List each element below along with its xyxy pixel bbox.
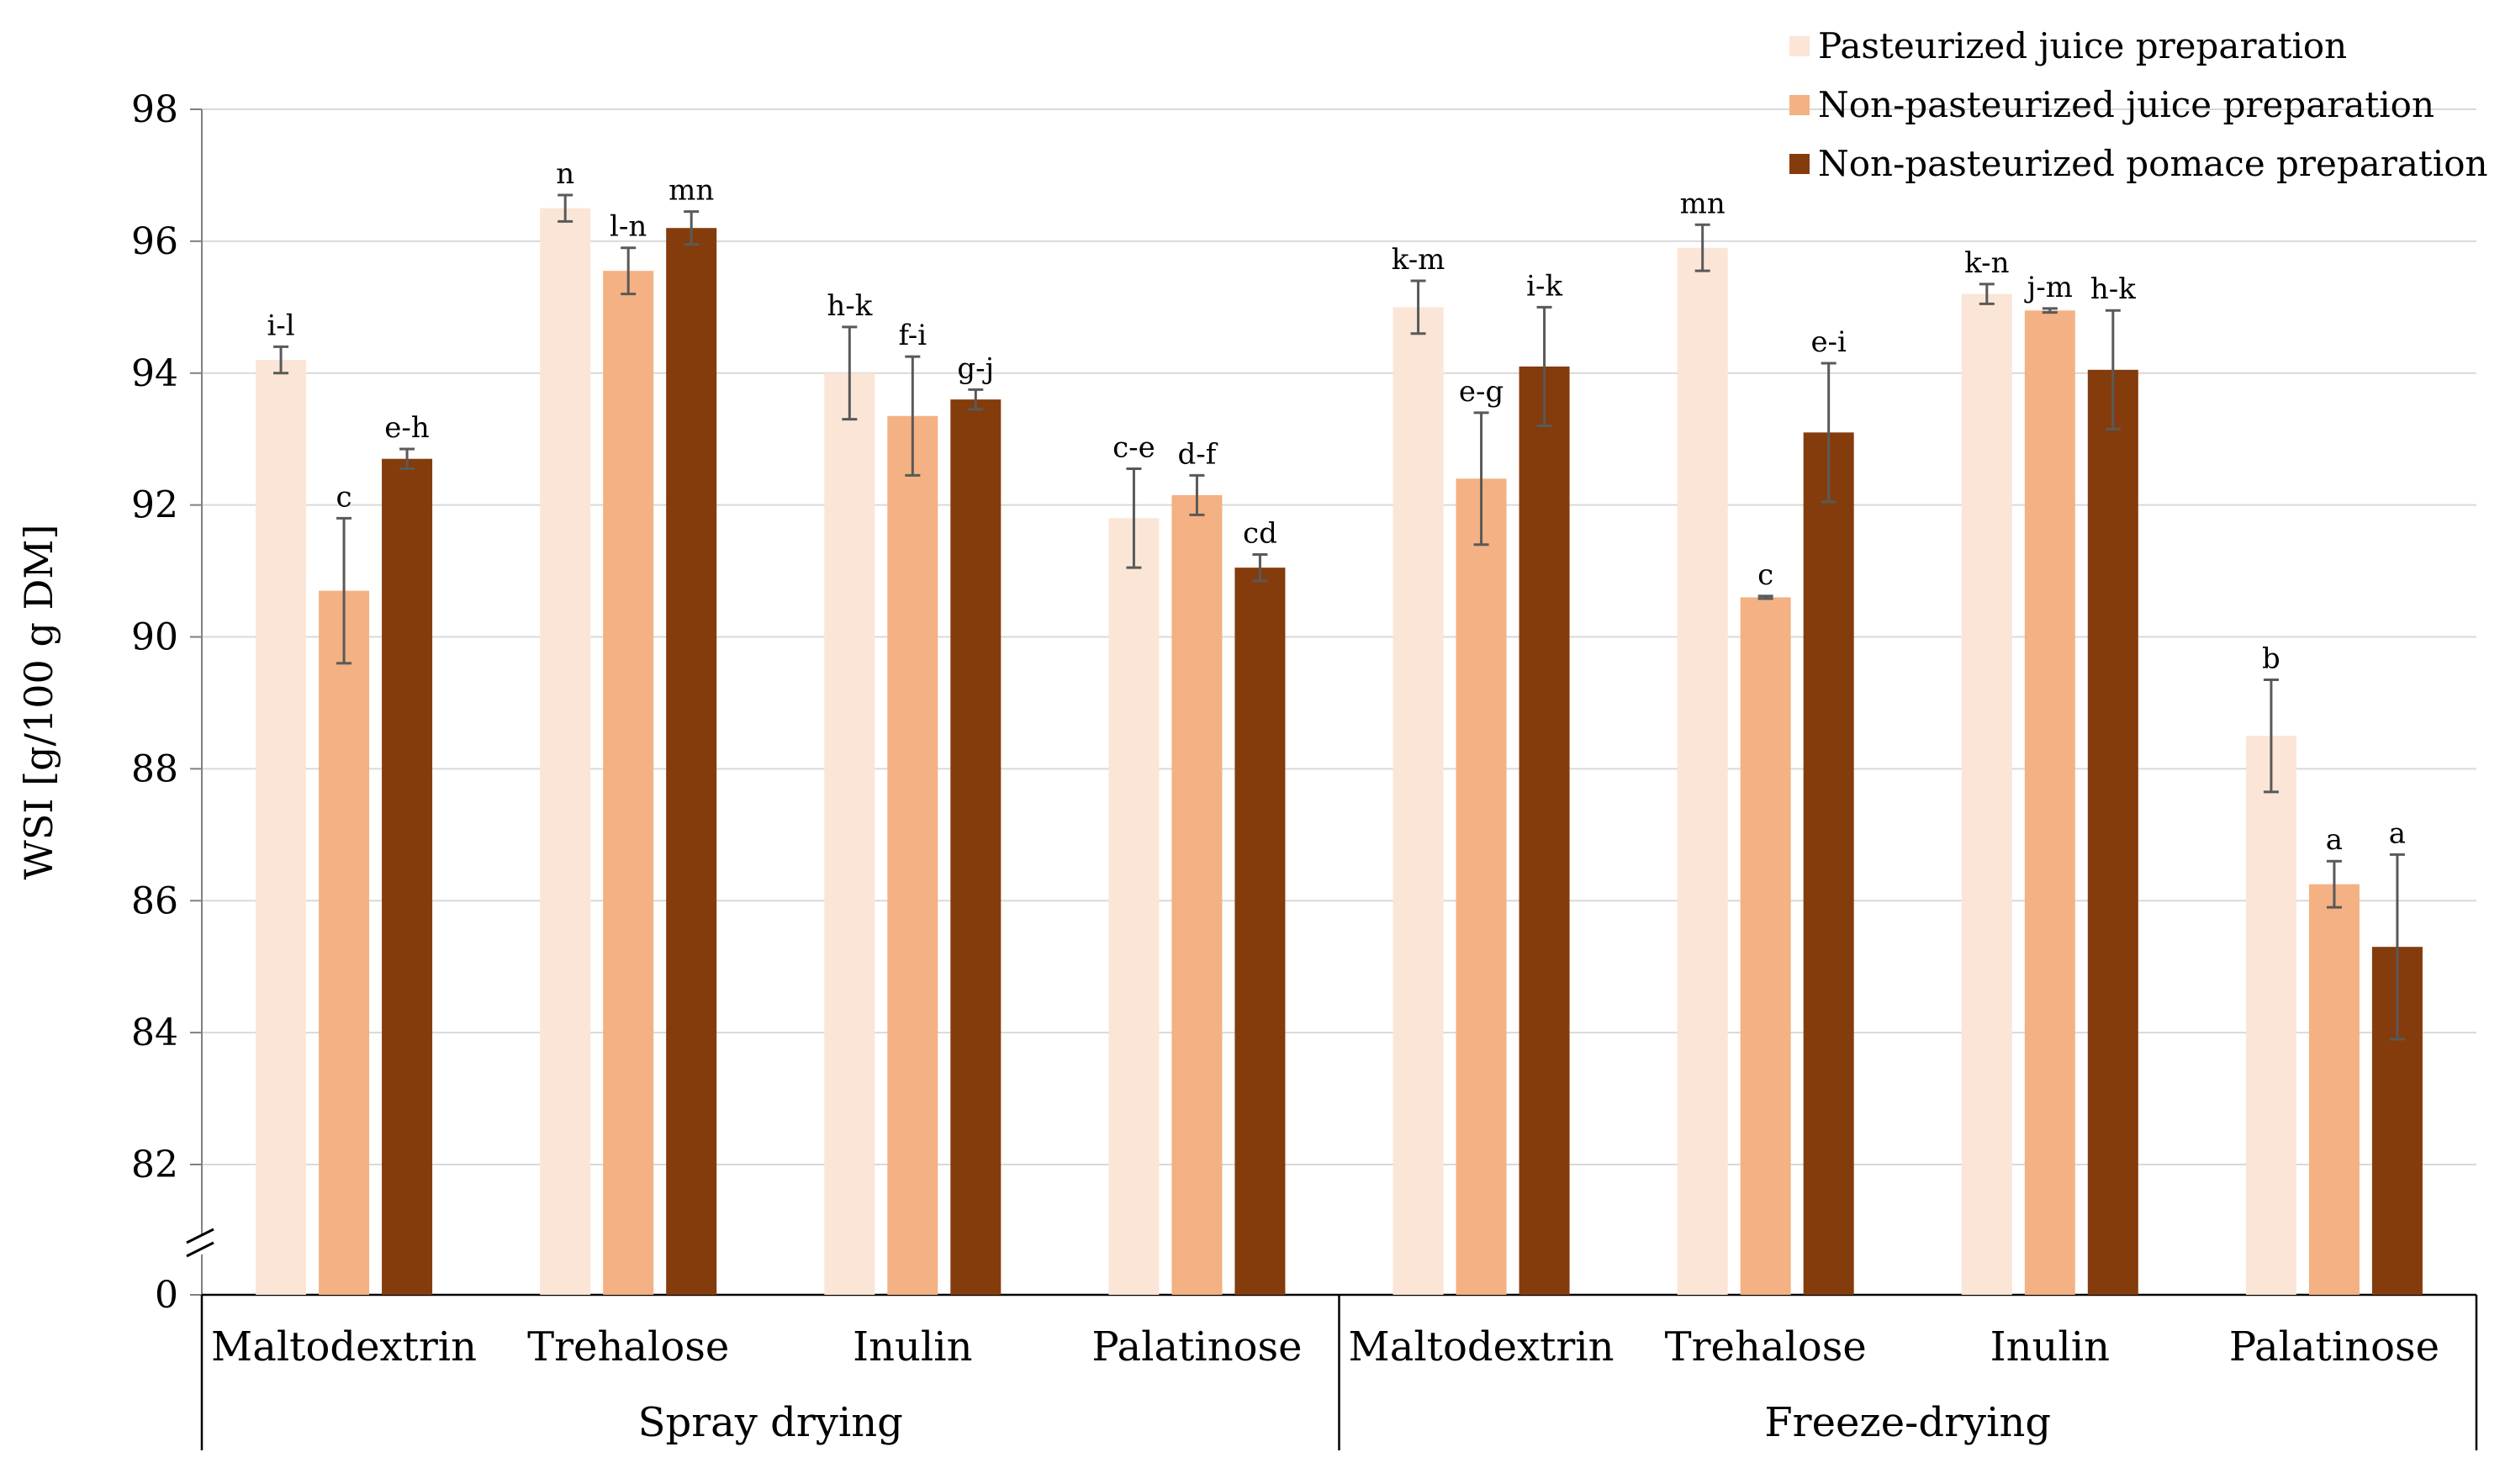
x-tick-label: Trehalose: [527, 1323, 729, 1370]
group-label: Freeze-drying: [1764, 1399, 2051, 1446]
significance-label: a: [2389, 816, 2406, 850]
legend-swatch: [1789, 154, 1810, 174]
bar: [1108, 518, 1160, 1295]
significance-label: c-e: [1112, 430, 1155, 464]
legend-label: Non-pasteurized juice preparation: [1818, 84, 2434, 125]
bar: [1961, 293, 2012, 1295]
bar: [1803, 432, 1854, 1295]
y-tick-label: 92: [131, 484, 178, 527]
significance-label: c: [336, 480, 352, 514]
legend-swatch: [1789, 36, 1810, 56]
bar: [1171, 494, 1223, 1295]
legend-label: Pasteurized juice preparation: [1818, 25, 2347, 66]
x-tick-label: Maltodextrin: [1349, 1323, 1615, 1370]
significance-label: b: [2262, 642, 2280, 675]
significance-label: h-k: [827, 289, 872, 323]
bar: [382, 458, 433, 1295]
significance-label: mn: [1680, 187, 1725, 220]
bar: [2308, 884, 2360, 1295]
significance-label: j-m: [2024, 271, 2073, 304]
significance-label: i-k: [1526, 269, 1562, 303]
axis-break-gap: [185, 1234, 219, 1254]
x-tick-label: Maltodextrin: [211, 1323, 477, 1370]
significance-label: f-i: [898, 319, 927, 352]
bar: [824, 372, 875, 1295]
bar: [603, 271, 654, 1295]
significance-label: e-g: [1459, 375, 1504, 409]
bar: [1677, 247, 1728, 1295]
significance-label: h-k: [2090, 272, 2136, 306]
axis-break-mark: [186, 1241, 214, 1258]
x-tick-label: Trehalose: [1665, 1323, 1867, 1370]
significance-label: e-i: [1810, 325, 1847, 359]
significance-label: k-n: [1964, 246, 2009, 280]
y-tick-label: 82: [131, 1143, 178, 1186]
legend-label: Non-pasteurized pomace preparation: [1818, 143, 2488, 184]
bar: [950, 399, 1001, 1295]
x-tick-label: Palatinose: [1091, 1323, 1302, 1370]
group-label: Spray drying: [638, 1399, 903, 1446]
bar: [887, 415, 938, 1295]
bar: [2024, 310, 2075, 1295]
significance-label: d-f: [1178, 437, 1218, 471]
y-tick-label: 0: [155, 1274, 178, 1317]
significance-label: c: [1757, 558, 1773, 592]
significance-label: g-j: [957, 351, 994, 385]
bar: [1393, 307, 1444, 1295]
bar: [256, 360, 307, 1295]
significance-label: mn: [669, 174, 714, 208]
bar: [1456, 478, 1507, 1295]
bar: [540, 208, 591, 1295]
bar: [1234, 568, 1286, 1295]
significance-label: k-m: [1392, 243, 1445, 277]
y-axis-title: WSI [g/100 g DM]: [16, 525, 61, 880]
y-tick-label: 86: [131, 879, 178, 922]
y-tick-label: 84: [131, 1011, 178, 1054]
y-tick-label: 90: [131, 616, 178, 659]
axis-break-mark: [186, 1228, 214, 1244]
significance-label: i-l: [267, 309, 294, 342]
bar: [666, 228, 717, 1295]
y-tick-label: 96: [131, 220, 178, 263]
x-tick-label: Palatinose: [2229, 1323, 2439, 1370]
bar: [2245, 736, 2296, 1295]
significance-label: cd: [1243, 516, 1277, 550]
x-tick-label: Inulin: [853, 1323, 972, 1370]
legend-swatch: [1789, 95, 1810, 115]
bar: [1519, 366, 1570, 1295]
bar: [2087, 369, 2138, 1295]
y-tick-label: 98: [131, 88, 178, 131]
y-tick-label: 94: [131, 352, 178, 395]
y-tick-label: 88: [131, 747, 178, 790]
bar: [1740, 597, 1791, 1295]
x-tick-label: Inulin: [1990, 1323, 2110, 1370]
significance-label: n: [556, 157, 574, 191]
significance-label: a: [2326, 823, 2343, 857]
bar: [319, 590, 370, 1295]
significance-label: l-n: [610, 210, 647, 244]
significance-label: e-h: [384, 411, 430, 445]
